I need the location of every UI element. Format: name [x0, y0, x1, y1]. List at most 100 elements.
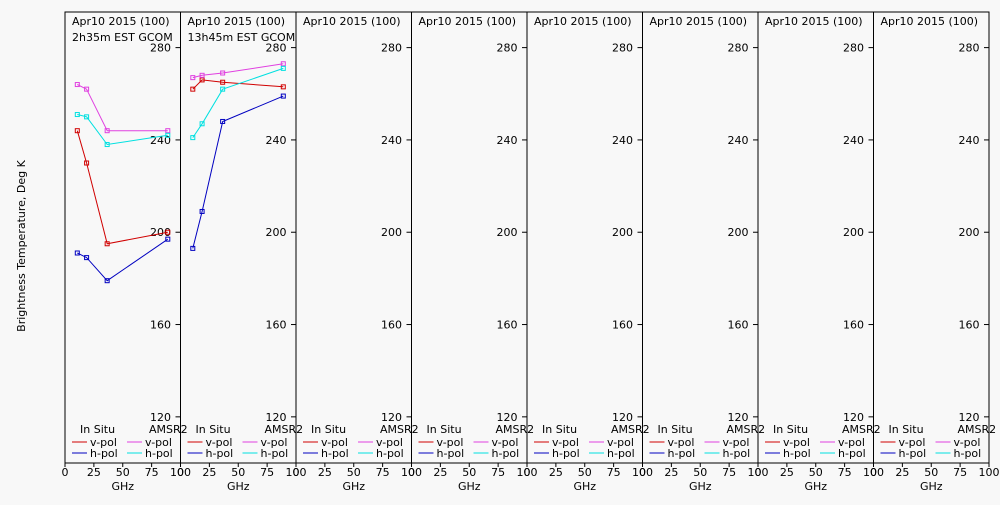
chart-panel-7: Apr10 2015 (100) 120 160 200 240 280 0 25 50 75 10…	[755, 11, 884, 493]
x-tick-label: 50	[809, 466, 823, 479]
series-line-amsr2-h-pol	[77, 114, 168, 146]
y-tick-label: 240	[381, 134, 402, 147]
legend-amsr2-header: AMSR2	[380, 423, 419, 436]
y-tick-label: 280	[150, 42, 171, 55]
y-tick-label: 280	[612, 42, 633, 55]
y-tick-label: 240	[266, 134, 287, 147]
legend-amsr2-vpol-label: v-pol	[607, 436, 634, 449]
data-point-amsr2-v-pol	[190, 75, 196, 81]
series-line-in-situ-h-pol	[77, 238, 169, 282]
x-tick-label: 75	[376, 466, 390, 479]
chart-panel-2: Apr10 2015 (100) 13h45m EST GCOM 120 160 200…	[177, 11, 307, 493]
data-point-in-situ-v-pol	[165, 229, 171, 235]
data-point-amsr2-h-pol	[199, 121, 205, 127]
data-point-amsr2-v-pol	[165, 128, 171, 134]
y-tick-label: 160	[843, 319, 864, 332]
legend-in-situ-header: In Situ	[196, 423, 231, 436]
legend-amsr2-header: AMSR2	[265, 423, 304, 436]
x-axis-label: GHz	[920, 480, 943, 493]
x-axis-label: GHz	[804, 480, 827, 493]
x-tick-label: 75	[260, 466, 274, 479]
x-tick-label: 50	[116, 466, 130, 479]
x-tick-label: 75	[491, 466, 505, 479]
data-point-amsr2-h-pol	[190, 135, 196, 141]
data-point-amsr2-v-pol	[74, 82, 80, 88]
panel-title: Apr10 2015 (100)	[303, 15, 401, 28]
legend-in-situ-header: In Situ	[658, 423, 693, 436]
chart-panel-3: Apr10 2015 (100) 120 160 200 240 280 0 25 50 75 10…	[293, 11, 422, 493]
y-tick-label: 120	[612, 411, 633, 424]
series-line-amsr2-h-pol	[192, 67, 284, 138]
series-line-in-situ-v-pol	[192, 79, 284, 90]
data-point-amsr2-v-pol	[220, 70, 226, 76]
legend-amsr2-hpol-label: h-pol	[376, 447, 404, 460]
legend-insitu-hpol-label: h-pol	[437, 447, 465, 460]
chart-panel-8: Apr10 2015 (100) 120 160 200 240 280 0 25 50 75 10…	[870, 11, 1000, 493]
x-tick-label: 100	[863, 466, 884, 479]
data-point-in-situ-v-pol	[84, 160, 90, 166]
legend-amsr2-vpol-label: v-pol	[838, 436, 865, 449]
series-line-in-situ-h-pol	[192, 95, 284, 249]
data-point-amsr2-h-pol	[165, 132, 171, 138]
data-point-in-situ-v-pol	[280, 84, 286, 90]
panel-subtitle: 13h45m EST GCOM	[188, 31, 296, 44]
x-tick-label: 100	[979, 466, 1000, 479]
legend-amsr2-header: AMSR2	[727, 423, 766, 436]
y-tick-label: 160	[497, 319, 518, 332]
x-tick-label: 50	[231, 466, 245, 479]
legend-amsr2-header: AMSR2	[611, 423, 650, 436]
y-tick-label: 120	[266, 411, 287, 424]
x-tick-label: 75	[722, 466, 736, 479]
x-tick-label: 50	[347, 466, 361, 479]
data-point-amsr2-h-pol	[220, 86, 226, 92]
legend-amsr2-hpol-label: h-pol	[492, 447, 520, 460]
y-tick-label: 200	[843, 226, 864, 239]
legend-amsr2-hpol-label: h-pol	[261, 447, 289, 460]
data-point-in-situ-h-pol	[220, 118, 226, 124]
legend-in-situ-header: In Situ	[773, 423, 808, 436]
legend-amsr2-hpol-label: h-pol	[954, 447, 982, 460]
legend-insitu-hpol-label: h-pol	[552, 447, 580, 460]
chart-panel-1: Apr10 2015 (100) 2h35m EST GCOM 120 160 200 2…	[62, 11, 191, 493]
x-tick-label: 0	[755, 466, 762, 479]
x-tick-label: 100	[748, 466, 769, 479]
legend-amsr2-hpol-label: h-pol	[607, 447, 635, 460]
panel-title: Apr10 2015 (100)	[72, 15, 170, 28]
legend-amsr2-header: AMSR2	[149, 423, 188, 436]
x-tick-label: 50	[578, 466, 592, 479]
data-point-amsr2-h-pol	[74, 112, 80, 118]
data-point-in-situ-h-pol	[165, 236, 171, 242]
series-line-amsr2-v-pol	[192, 63, 284, 79]
y-tick-label: 280	[497, 42, 518, 55]
y-tick-label: 200	[381, 226, 402, 239]
y-tick-label: 240	[959, 134, 980, 147]
x-tick-label: 25	[664, 466, 678, 479]
data-point-in-situ-h-pol	[74, 250, 80, 256]
y-tick-label: 120	[381, 411, 402, 424]
x-tick-label: 75	[838, 466, 852, 479]
y-tick-label: 280	[959, 42, 980, 55]
panel-title: Apr10 2015 (100)	[650, 15, 748, 28]
legend-amsr2-vpol-label: v-pol	[145, 436, 172, 449]
data-point-in-situ-h-pol	[104, 278, 110, 284]
y-tick-label: 160	[266, 319, 287, 332]
y-tick-label: 280	[843, 42, 864, 55]
data-point-in-situ-v-pol	[104, 241, 110, 247]
series-line-in-situ-v-pol	[76, 130, 168, 245]
x-axis-label: GHz	[342, 480, 365, 493]
data-point-in-situ-v-pol	[190, 86, 196, 92]
legend-insitu-vpol-label: v-pol	[206, 436, 233, 449]
legend-amsr2-header: AMSR2	[958, 423, 997, 436]
x-axis-label: GHz	[111, 480, 134, 493]
x-tick-label: 0	[62, 466, 69, 479]
x-tick-label: 75	[145, 466, 159, 479]
chart-panel-4: Apr10 2015 (100) 120 160 200 240 280 0 25 50 75 10…	[408, 11, 538, 493]
series-line-amsr2-v-pol	[77, 84, 168, 132]
panel-title: Apr10 2015 (100)	[881, 15, 979, 28]
chart-panel-6: Apr10 2015 (100) 120 160 200 240 280 0 25 50 75 10…	[639, 11, 769, 493]
x-axis-label: GHz	[458, 480, 481, 493]
x-tick-label: 100	[401, 466, 422, 479]
data-point-amsr2-v-pol	[84, 86, 90, 92]
y-tick-label: 240	[612, 134, 633, 147]
